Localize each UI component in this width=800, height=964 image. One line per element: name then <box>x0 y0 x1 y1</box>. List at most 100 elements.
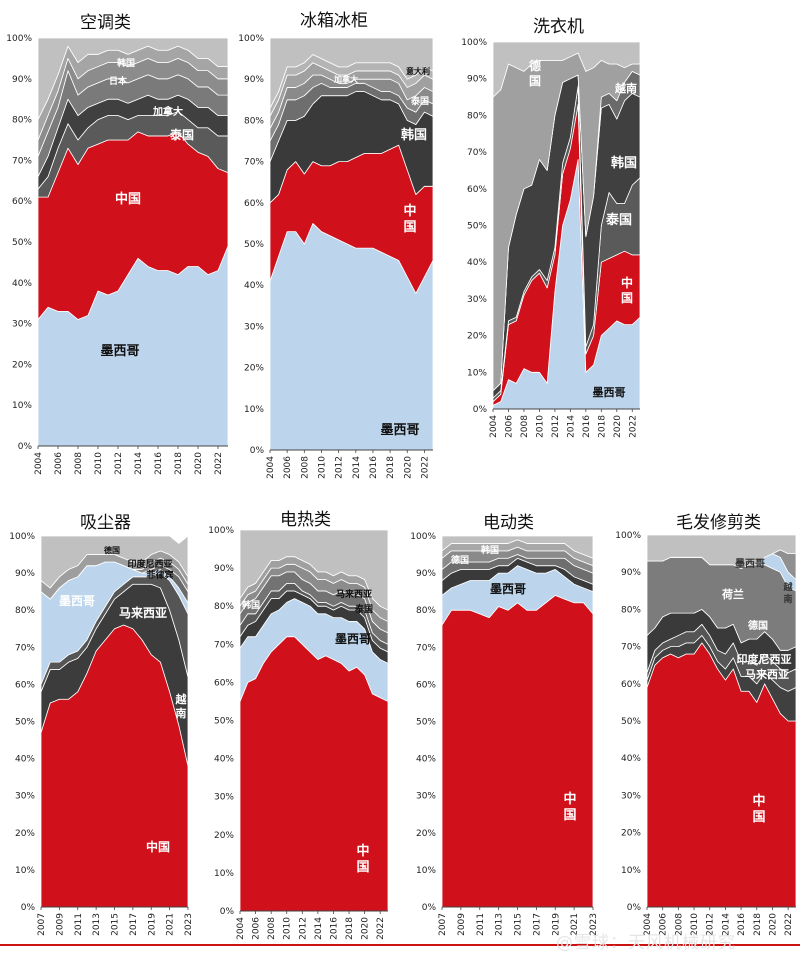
x-tick-label: 2021 <box>166 913 176 936</box>
y-tick-label: 100% <box>461 38 487 48</box>
area-series-other-6 <box>441 535 594 559</box>
x-tick-label: 2014 <box>134 452 144 475</box>
y-tick-label: 100% <box>208 526 234 536</box>
series-label: 印度尼西亚 <box>737 652 792 666</box>
x-tick-label: 2006 <box>504 415 514 438</box>
x-tick-label: 2012 <box>298 917 308 940</box>
chart-title-electric: 电动类 <box>483 513 534 533</box>
x-tick-label: 2018 <box>597 415 607 438</box>
x-tick-label: 2013 <box>92 913 102 936</box>
x-tick-label: 2009 <box>457 913 467 936</box>
area-series-other-7 <box>646 534 797 569</box>
x-tick-label: 2023 <box>589 913 599 936</box>
area-series-other-7 <box>269 37 434 109</box>
y-tick-label: 70% <box>15 643 35 653</box>
x-tick-label: 2008 <box>674 913 684 936</box>
series-label: 韩国 <box>481 544 499 556</box>
x-tick-label: 2018 <box>345 917 355 940</box>
x-tick-label: 2022 <box>784 913 794 936</box>
y-tick-label: 40% <box>467 258 487 268</box>
x-tick-label: 2022 <box>376 917 386 940</box>
y-tick-label: 60% <box>621 680 641 690</box>
y-tick-label: 40% <box>416 755 436 765</box>
y-tick-label: 100% <box>615 531 641 541</box>
y-tick-label: 0% <box>422 903 437 913</box>
y-tick-label: 0% <box>473 405 488 415</box>
x-tick-label: 2011 <box>74 913 84 936</box>
x-tick-label: 2018 <box>386 456 396 479</box>
y-tick-label: 30% <box>621 791 641 801</box>
series-label: 南 <box>176 706 187 720</box>
y-tick-label: 60% <box>15 680 35 690</box>
y-tick-label: 20% <box>467 332 487 342</box>
x-tick-label: 2010 <box>317 456 327 479</box>
series-label: 中 <box>563 791 576 807</box>
y-tick-label: 0% <box>627 903 642 913</box>
x-tick-label: 2018 <box>753 913 763 936</box>
x-tick-label: 2023 <box>184 913 194 936</box>
x-tick-label: 2012 <box>706 913 716 936</box>
series-label: 国 <box>563 808 576 823</box>
series-label: 韩国 <box>611 155 637 171</box>
series-label: 菲律宾 <box>146 569 173 581</box>
watermark: @雪球：天风机械研究 <box>556 933 736 953</box>
y-tick-label: 90% <box>467 75 487 85</box>
y-tick-label: 60% <box>467 185 487 195</box>
series-label: 印度尼西亚 <box>127 558 172 570</box>
series-label: 德国 <box>451 554 469 566</box>
chart-title-fridge: 冰箱冰柜 <box>300 11 368 31</box>
x-tick-label: 2004 <box>236 917 246 940</box>
series-label: 马来西亚 <box>336 588 372 600</box>
series-label: 德国 <box>104 545 120 555</box>
chart-title-hair-trimmer: 毛发修剪类 <box>676 513 761 533</box>
x-tick-label: 2012 <box>335 456 345 479</box>
x-tick-label: 2014 <box>566 415 576 438</box>
y-tick-label: 70% <box>416 643 436 653</box>
series-label: 国 <box>529 74 541 88</box>
bottom-rule <box>0 944 800 946</box>
series-label: 越南 <box>614 81 637 95</box>
x-tick-label: 2004 <box>643 913 653 936</box>
chart-title-ac: 空调类 <box>80 13 131 33</box>
x-tick-label: 2018 <box>174 452 184 475</box>
x-tick-label: 2012 <box>114 452 124 475</box>
x-tick-label: 2014 <box>352 456 362 479</box>
x-tick-label: 2020 <box>403 456 413 479</box>
y-tick-label: 90% <box>416 569 436 579</box>
x-tick-label: 2008 <box>520 415 530 438</box>
x-tick-label: 2010 <box>535 415 545 438</box>
y-tick-label: 20% <box>15 829 35 839</box>
series-label: 泰国 <box>605 212 632 228</box>
y-tick-label: 10% <box>416 866 436 876</box>
x-tick-label: 2010 <box>283 917 293 940</box>
series-label: 国 <box>356 860 369 875</box>
y-tick-label: 30% <box>12 320 32 330</box>
x-tick-label: 2016 <box>737 913 747 936</box>
y-tick-label: 100% <box>9 532 35 542</box>
y-tick-label: 10% <box>244 405 264 415</box>
y-tick-label: 90% <box>15 569 35 579</box>
y-tick-label: 40% <box>621 754 641 764</box>
series-label: 泰国 <box>354 603 373 615</box>
y-tick-label: 90% <box>244 75 264 85</box>
y-tick-label: 70% <box>467 148 487 158</box>
series-label: 墨西哥 <box>593 386 626 399</box>
series-label: 德 <box>529 58 541 73</box>
y-tick-label: 60% <box>416 680 436 690</box>
x-tick-label: 2008 <box>267 917 277 940</box>
series-label: 中 <box>752 793 765 809</box>
x-tick-label: 2010 <box>690 913 700 936</box>
x-tick-label: 2020 <box>613 415 623 438</box>
series-label: 中国 <box>115 191 141 207</box>
x-tick-label: 2004 <box>34 452 44 475</box>
y-tick-label: 60% <box>12 197 32 207</box>
series-label: 意大利 <box>406 66 430 76</box>
series-label: 墨西哥 <box>490 582 526 596</box>
series-label: 加拿大 <box>152 105 183 118</box>
y-tick-label: 40% <box>15 755 35 765</box>
y-tick-label: 50% <box>416 718 436 728</box>
x-tick-label: 2017 <box>532 913 542 936</box>
